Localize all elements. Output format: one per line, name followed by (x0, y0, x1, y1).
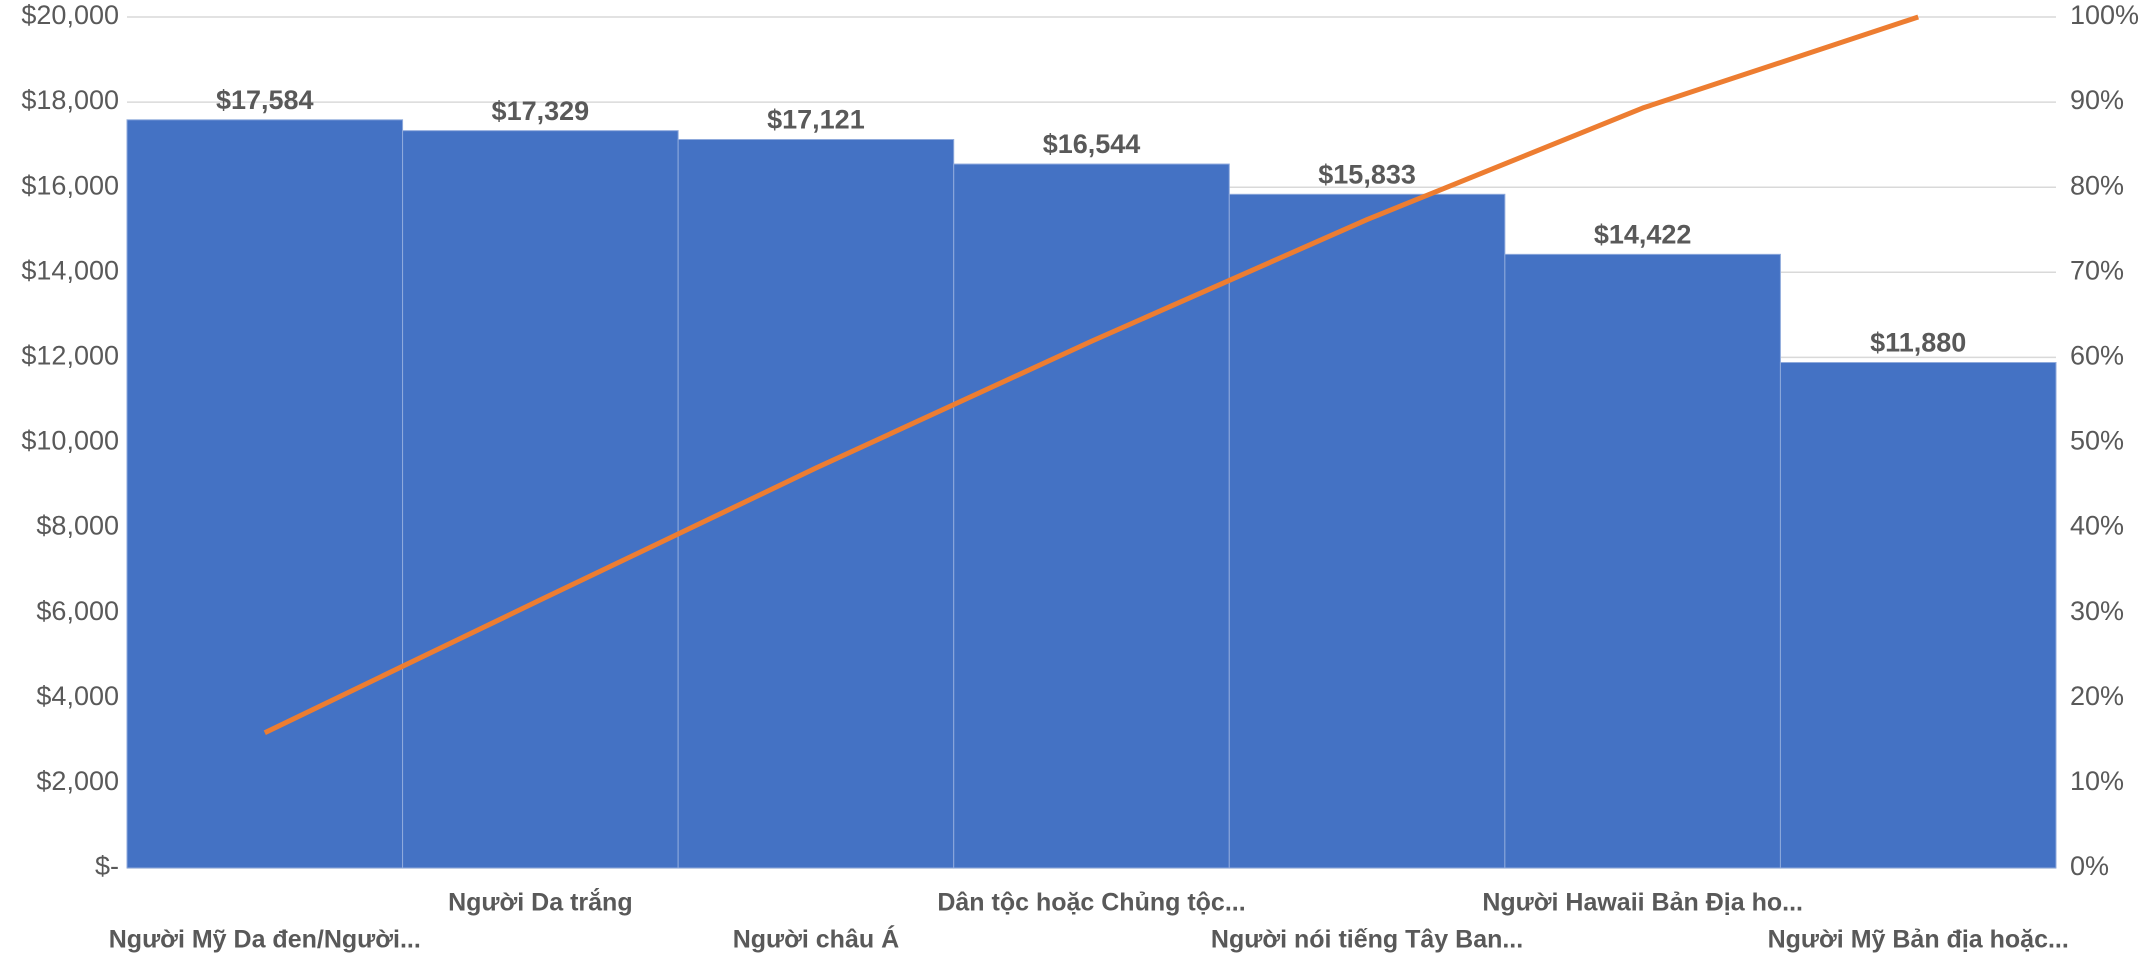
y-tick-label: $2,000 (36, 766, 119, 796)
bar (402, 130, 679, 869)
x-tick-label: Dân tộc hoặc Chủng tộc... (937, 889, 1245, 917)
x-tick-label: Người Mỹ Bản địa hoặc... (1768, 926, 2069, 954)
bar (1228, 193, 1506, 869)
y2-tick-label: 0% (2070, 851, 2109, 881)
y-tick-label: $20,000 (21, 0, 119, 30)
data-label: $16,544 (1043, 129, 1141, 159)
y2-tick-label: 80% (2070, 170, 2124, 200)
y2-tick-label: 60% (2070, 341, 2124, 371)
bar (1779, 362, 2057, 869)
bar (1504, 253, 1781, 869)
data-label: $11,880 (1870, 328, 1966, 358)
y2-tick-label: 20% (2070, 681, 2124, 711)
y2-tick-label: 100% (2070, 0, 2139, 30)
data-label: $17,584 (216, 85, 314, 115)
y-tick-label: $18,000 (21, 85, 119, 115)
y2-tick-label: 90% (2070, 85, 2124, 115)
y2-tick-label: 10% (2070, 766, 2124, 796)
y-tick-label: $8,000 (36, 511, 119, 541)
data-label: $17,121 (767, 105, 865, 135)
y2-tick-label: 50% (2070, 426, 2124, 456)
y-tick-label: $10,000 (21, 426, 119, 456)
data-label: $17,329 (492, 96, 590, 126)
bar (953, 163, 1230, 869)
x-tick-label: Người Hawaii Bản Địa ho... (1482, 889, 1803, 917)
y2-tick-label: 30% (2070, 596, 2124, 626)
x-tick-label: Người Da trắng (448, 887, 633, 917)
bar (677, 139, 955, 869)
x-tick-label: Người nói tiếng Tây Ban... (1211, 926, 1523, 954)
bar (126, 119, 404, 869)
y-tick-label: $14,000 (21, 255, 119, 285)
data-label: $14,422 (1594, 219, 1692, 249)
cumulative-line (263, 14, 1919, 735)
x-tick-label: Người Mỹ Da đen/Người... (109, 926, 421, 954)
data-label: $15,833 (1318, 159, 1416, 189)
y2-tick-label: 40% (2070, 511, 2124, 541)
y-tick-label: $- (95, 851, 119, 881)
y-tick-label: $12,000 (21, 341, 119, 371)
y-tick-label: $6,000 (36, 596, 119, 626)
y-tick-label: $16,000 (21, 170, 119, 200)
y2-tick-label: 70% (2070, 255, 2124, 285)
x-tick-label: Người châu Á (733, 925, 899, 954)
y-tick-label: $4,000 (36, 681, 119, 711)
